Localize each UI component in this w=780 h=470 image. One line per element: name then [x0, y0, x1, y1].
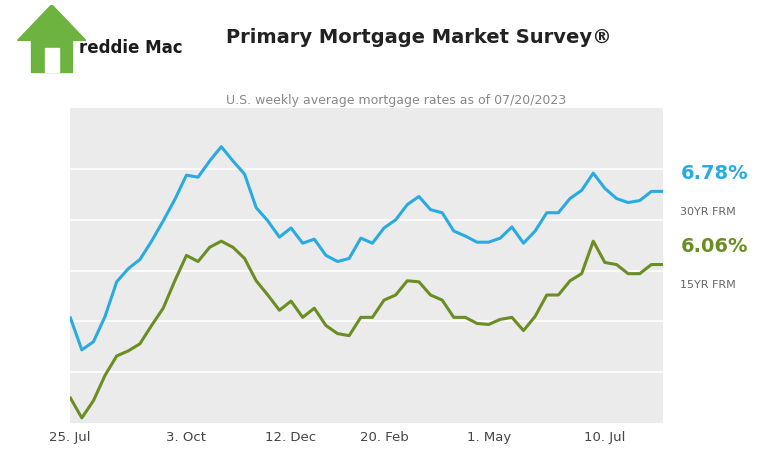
- Text: reddie Mac: reddie Mac: [79, 39, 183, 56]
- Text: U.S. weekly average mortgage rates as of 07/20/2023: U.S. weekly average mortgage rates as of…: [226, 94, 566, 107]
- Text: 30YR FRM: 30YR FRM: [680, 207, 736, 217]
- Polygon shape: [17, 5, 86, 40]
- Text: 15YR FRM: 15YR FRM: [680, 280, 736, 290]
- Text: 6.06%: 6.06%: [680, 237, 748, 256]
- Text: Primary Mortgage Market Survey®: Primary Mortgage Market Survey®: [226, 28, 612, 47]
- Text: 6.78%: 6.78%: [680, 164, 748, 183]
- Polygon shape: [45, 47, 58, 71]
- Polygon shape: [31, 39, 73, 71]
